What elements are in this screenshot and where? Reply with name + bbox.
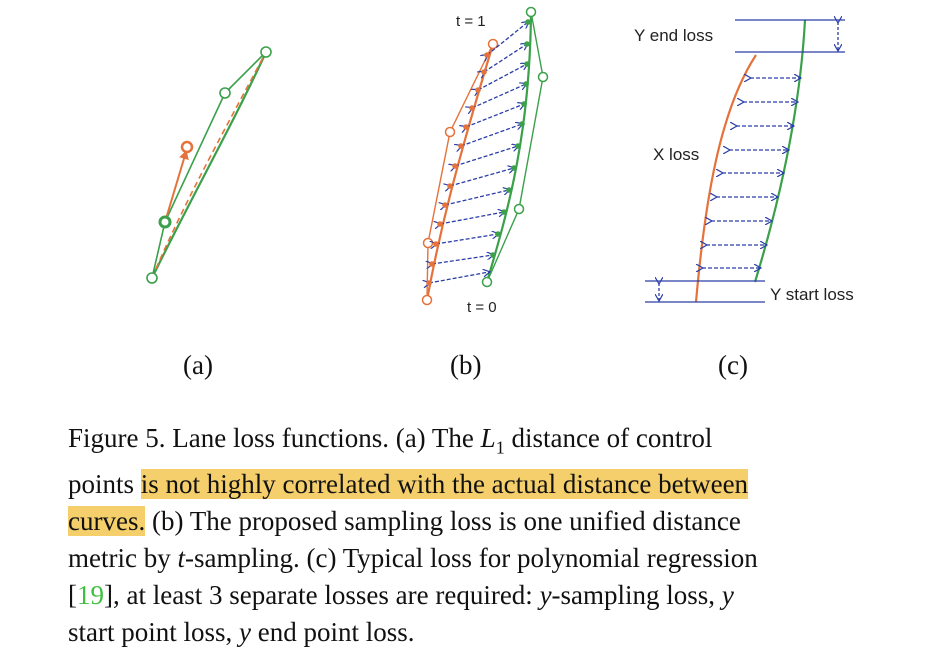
caption-line-5: [19], at least 3 separate losses are req…: [68, 580, 734, 611]
green-control-polygon: [151, 51, 267, 279]
control-point: [422, 237, 434, 249]
highlighted-text: curves.: [68, 506, 146, 537]
t-bottom-label: t = 0: [467, 299, 497, 316]
sampling-arrows: [429, 22, 528, 283]
caption-line-6: start point loss, y end point loss.: [68, 617, 415, 648]
x-loss-label: X loss: [653, 145, 699, 164]
green-curve: [151, 51, 268, 279]
x-loss-arrows: [702, 78, 800, 268]
control-point: [513, 203, 525, 215]
panel-c: Y end loss X loss Y start loss: [634, 20, 854, 304]
figure-caption: Figure 5. Lane loss functions. (a) The L…: [68, 420, 864, 651]
orange-control-polygon: [426, 43, 494, 301]
citation-link[interactable]: 19: [77, 580, 104, 611]
y-end-lines: [735, 20, 845, 53]
sample-dots: [426, 19, 531, 286]
caption-line-3: curves. (b) The proposed sampling loss i…: [68, 506, 741, 537]
y-end-loss-label: Y end loss: [634, 26, 713, 45]
panel-b: t = 1 t = 0: [421, 6, 549, 316]
panel-label-a: (a): [183, 350, 213, 380]
orange-dashed-curve: [151, 51, 267, 279]
green-curve: [753, 19, 807, 283]
control-point: [421, 294, 433, 306]
control-point: [525, 6, 537, 18]
control-point: [146, 272, 158, 284]
orange-control-point: [180, 140, 194, 154]
green-control-polygon: [486, 11, 544, 283]
figure-diagram: t = 1 t = 0 Y end loss X loss: [146, 6, 854, 316]
panel-a: [146, 46, 272, 284]
green-curve: [485, 11, 533, 283]
caption-line-2: points is not highly correlated with the…: [68, 469, 749, 500]
orange-curve: [425, 43, 495, 301]
control-point: [260, 46, 272, 58]
panel-label-b: (b): [450, 350, 482, 380]
orange-offset-arrow: [164, 150, 189, 223]
y-start-loss-label: Y start loss: [770, 285, 854, 304]
highlighted-text: is not highly correlated with the actual…: [140, 469, 749, 500]
control-point: [158, 215, 172, 229]
caption-line-1: Figure 5. Lane loss functions. (a) The L…: [68, 423, 713, 458]
control-point: [444, 126, 456, 138]
caption-line-4: metric by t-sampling. (c) Typical loss f…: [68, 543, 758, 574]
orange-curve: [694, 54, 757, 303]
y-start-lines: [645, 281, 765, 303]
control-point: [537, 71, 549, 83]
control-point: [481, 276, 493, 288]
control-point: [219, 87, 231, 99]
t-top-label: t = 1: [456, 13, 486, 30]
panel-label-c: (c): [718, 350, 748, 380]
